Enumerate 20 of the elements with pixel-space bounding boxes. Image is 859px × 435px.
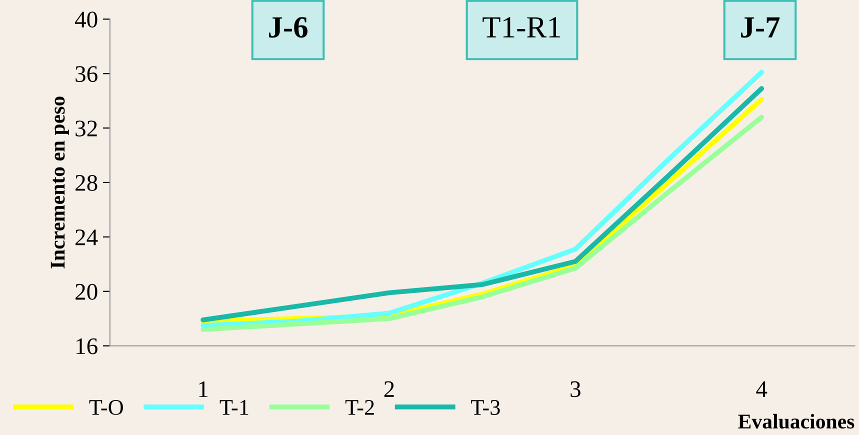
y-tick-label: 28 — [76, 174, 98, 191]
annotation: J-6 — [268, 17, 308, 38]
legend-label: T-2 — [345, 400, 374, 415]
y-tick-label: 20 — [76, 284, 98, 300]
annotation: J-7 — [740, 17, 780, 38]
x-tick-label: 4 — [756, 381, 768, 397]
y-tick-label: 40 — [74, 12, 98, 28]
x-axis-title: Evaluaciones — [738, 414, 854, 429]
legend-label: T-3 — [471, 400, 500, 415]
x-tick-label: 2 — [384, 381, 394, 397]
y-tick-label: 32 — [76, 120, 97, 136]
y-tick-label: 24 — [76, 229, 98, 246]
legend-label: T-O — [89, 400, 123, 415]
x-tick-label: 3 — [570, 381, 580, 398]
y-tick-label: 16 — [76, 338, 98, 354]
y-tick-label: 36 — [76, 66, 98, 82]
y-axis-title: Incremento en peso — [50, 96, 69, 268]
annotation: T1-R1 — [482, 17, 560, 38]
legend-label: T-1 — [220, 400, 248, 415]
x-tick-label: 1 — [199, 381, 208, 397]
